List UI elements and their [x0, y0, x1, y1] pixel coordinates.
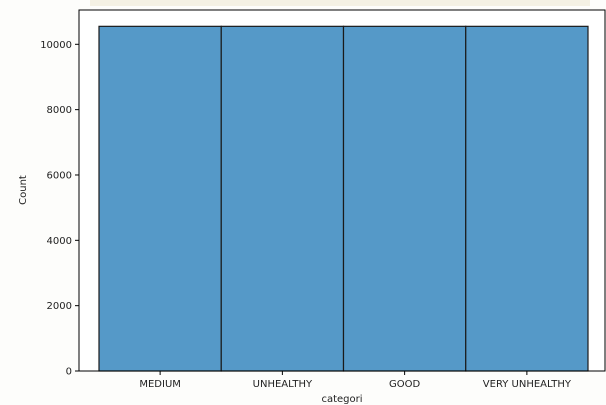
bar-good: [342, 25, 467, 372]
x-axis-label: categori: [321, 394, 362, 405]
y-axis-label: Count: [18, 175, 29, 205]
y-tick-label: 10000: [40, 40, 72, 51]
y-tick-label: 6000: [47, 170, 72, 181]
x-tick-label: VERY UNHEALTHY: [483, 379, 572, 390]
x-tick-label: UNHEALTHY: [253, 379, 313, 390]
y-tick-label: 2000: [47, 301, 72, 312]
y-tick-label: 4000: [47, 236, 72, 247]
x-tick-label: GOOD: [389, 379, 420, 390]
bar-unhealthy: [220, 25, 345, 372]
plot-frame: [78, 9, 606, 372]
bars-group: [98, 25, 589, 372]
bar-very-unhealthy: [465, 25, 589, 372]
bar-medium: [98, 25, 222, 372]
x-tick-label: MEDIUM: [139, 379, 181, 390]
y-tick-label: 8000: [47, 105, 72, 116]
y-tick-label: 0: [66, 367, 72, 378]
y-ticks-group: 0 2000 4000 6000 8000 10000: [40, 40, 79, 378]
x-ticks-group: MEDIUM UNHEALTHY GOOD VERY UNHEALTHY: [139, 371, 572, 390]
